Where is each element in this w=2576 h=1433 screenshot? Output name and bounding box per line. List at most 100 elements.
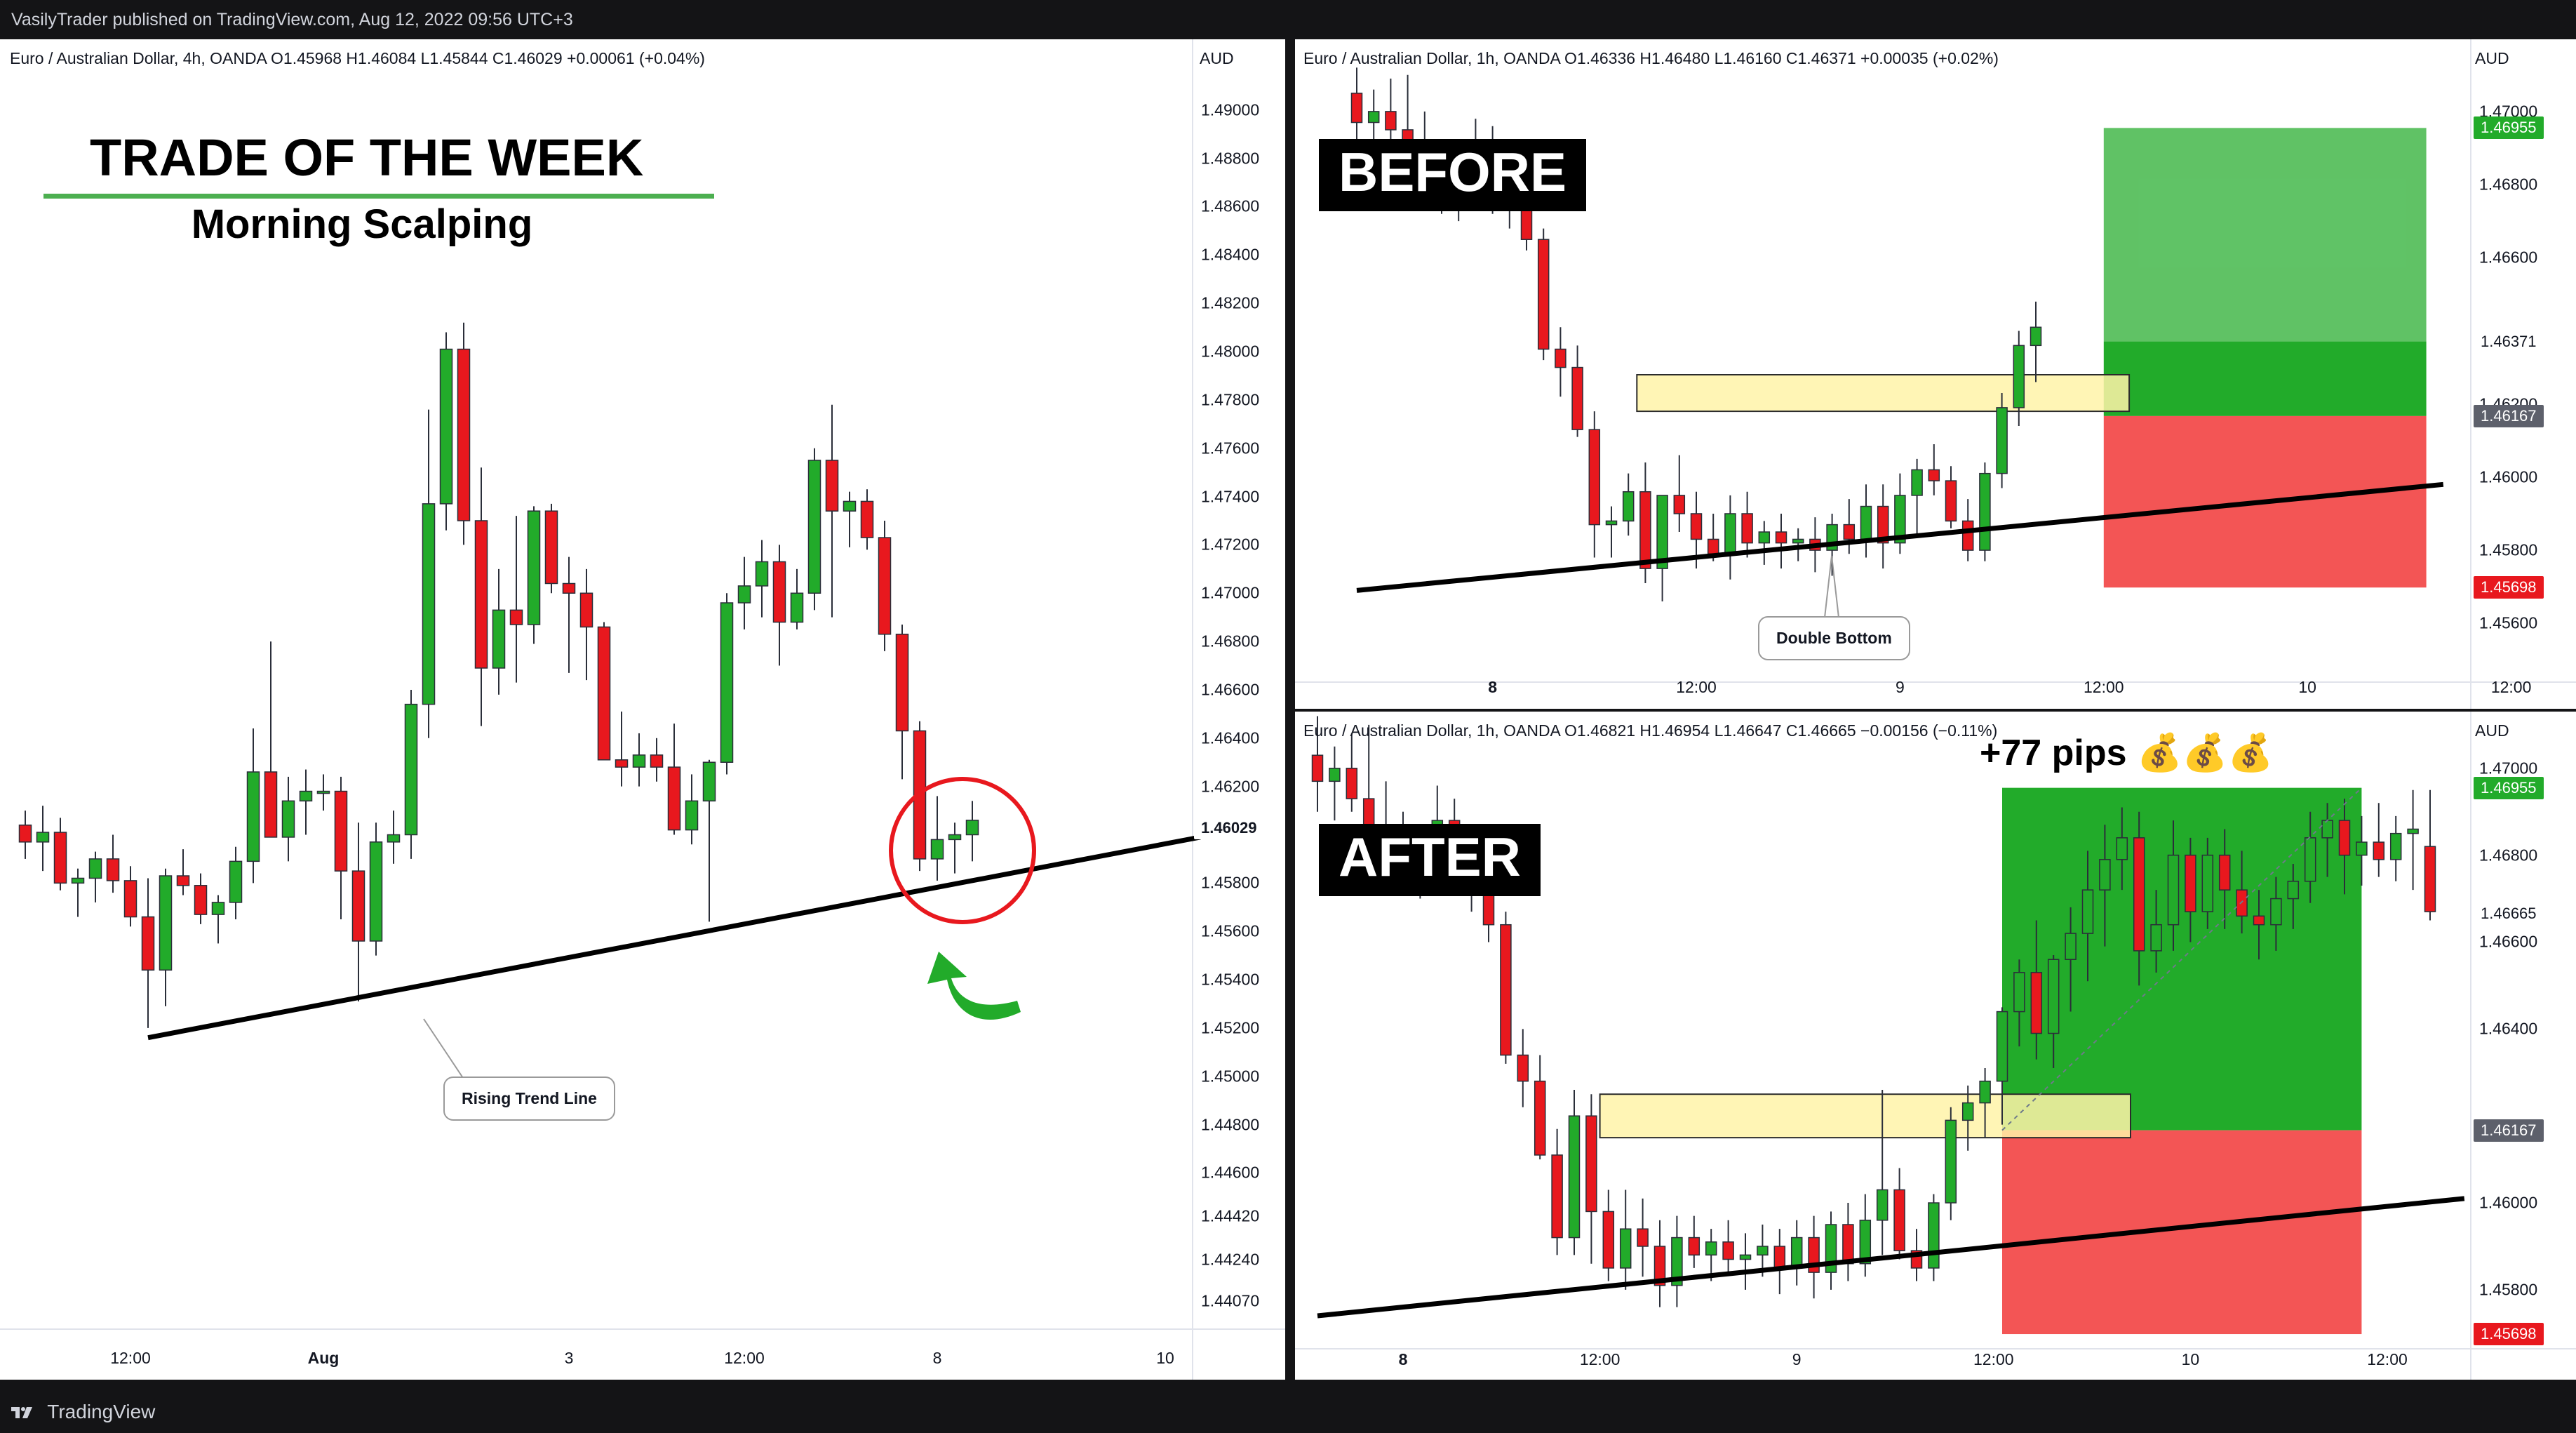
y-tick-label: 1.47600	[1201, 439, 1260, 458]
chart-legend: Euro / Australian Dollar, 1h, OANDA O1.4…	[1303, 49, 1999, 67]
candle-bullish	[492, 609, 506, 669]
support-zone	[1599, 1093, 2132, 1139]
double-bottom-callout: Double Bottom	[1758, 616, 1910, 660]
price-label: 1.46167	[2474, 404, 2544, 427]
candle-bearish	[1555, 348, 1567, 368]
candle-bearish	[176, 875, 190, 886]
price-label: 1.46371	[2474, 330, 2544, 353]
candle-bullish	[2407, 828, 2419, 834]
candle-bullish	[1739, 1254, 1752, 1260]
candle-bearish	[1500, 924, 1512, 1056]
candle-bullish	[790, 592, 804, 623]
x-tick-label: 8	[1398, 1350, 1408, 1368]
chart-panel-after[interactable]: Euro / Australian Dollar, 1h, OANDA O1.4…	[1295, 712, 2576, 1380]
trade-subtitle: Morning Scalping	[191, 201, 533, 247]
candle-bullish	[685, 800, 699, 831]
candle-bullish	[1792, 538, 1804, 544]
candle-bearish	[667, 766, 681, 831]
chart-plot-4h[interactable]	[0, 39, 1285, 1380]
candle-bearish	[1637, 1228, 1649, 1247]
y-tick-label: 1.45800	[1201, 873, 1260, 892]
currency-label: AUD	[2475, 49, 2509, 67]
candle-bullish	[1367, 111, 1380, 124]
candle-bearish	[895, 634, 909, 732]
candle-bearish	[1707, 538, 1719, 555]
y-tick-label: 1.45800	[2479, 540, 2538, 559]
candle-bearish	[544, 510, 558, 585]
candle-bullish	[930, 839, 944, 860]
candle-bearish	[2185, 854, 2196, 912]
price-label: 1.45698	[2474, 576, 2544, 599]
candle-bullish	[2013, 345, 2025, 408]
candle-bullish	[2030, 326, 2042, 347]
candle-bullish	[2099, 859, 2111, 891]
price-label: 1.46167	[2474, 1119, 2544, 1142]
candle-bullish	[2304, 837, 2316, 882]
rising-trend-line	[147, 834, 1201, 1041]
y-tick-label: 1.46600	[2479, 932, 2538, 951]
x-tick-label: Aug	[307, 1349, 340, 1367]
candle-bullish	[159, 875, 173, 971]
candle-bearish	[1842, 1224, 1854, 1265]
candle-bearish	[1843, 524, 1856, 540]
chart-panel-4h[interactable]: Euro / Australian Dollar, 4h, OANDA O1.4…	[0, 39, 1285, 1380]
trendline-callout: Rising Trend Line	[443, 1077, 615, 1121]
candle-bullish	[1860, 505, 1872, 540]
x-tick-label: 10	[2298, 678, 2316, 696]
before-badge: BEFORE	[1319, 139, 1587, 211]
candle-bearish	[650, 754, 664, 768]
candle-bullish	[88, 858, 102, 879]
x-tick-label: 3	[564, 1349, 574, 1367]
y-tick-label: 1.48600	[1201, 196, 1260, 215]
y-tick-label: 1.46000	[2479, 467, 2538, 486]
candle-bullish	[1825, 1224, 1837, 1273]
candle-bearish	[2338, 820, 2351, 856]
candle-bearish	[860, 500, 874, 538]
candle-bearish	[579, 592, 593, 628]
candle-bearish	[1362, 798, 1375, 826]
callout-pointer	[1824, 555, 1839, 618]
candle-bearish	[597, 626, 611, 761]
candle-bearish	[562, 582, 576, 594]
chart-plot-after[interactable]	[1295, 712, 2576, 1380]
candle-bullish	[702, 761, 716, 802]
y-tick-label: 1.49000	[1201, 100, 1260, 119]
candle-bearish	[18, 824, 32, 843]
candle-bearish	[1673, 495, 1686, 514]
candle-bullish	[2270, 898, 2282, 926]
x-tick-label: 9	[1895, 678, 1905, 696]
y-tick-label: 1.48000	[1201, 342, 1260, 361]
candle-bearish	[2218, 854, 2231, 891]
candle-bullish	[1945, 1119, 1957, 1204]
support-zone	[1636, 374, 2131, 413]
candle-bullish	[2065, 933, 2077, 960]
candle-bearish	[1571, 366, 1583, 430]
x-tick-label: 8	[1488, 678, 1497, 696]
y-tick-label: 1.47000	[1201, 583, 1260, 602]
candle-bearish	[615, 759, 629, 768]
candle-bullish	[2047, 959, 2060, 1034]
currency-label: AUD	[1200, 49, 1234, 67]
chart-plot-before[interactable]	[1295, 39, 2576, 709]
candle-bearish	[1877, 505, 1889, 544]
price-label: 1.46955	[2474, 776, 2544, 799]
candle-bearish	[772, 561, 786, 623]
chart-panel-before[interactable]: Euro / Australian Dollar, 1h, OANDA O1.4…	[1295, 39, 2576, 709]
candle-bearish	[457, 348, 471, 521]
candle-bullish	[71, 877, 85, 884]
candle-bearish	[1773, 1246, 1786, 1269]
x-tick-label: 12:00	[2490, 678, 2532, 696]
currency-label: AUD	[2475, 721, 2509, 740]
candle-bearish	[1585, 1115, 1597, 1213]
candle-bearish	[106, 858, 120, 881]
candle-bearish	[1722, 1241, 1734, 1260]
x-tick-label: 12:00	[110, 1349, 151, 1367]
candle-bullish	[1671, 1237, 1683, 1286]
y-tick-label: 1.48400	[1201, 245, 1260, 264]
y-tick-label: 1.44600	[1201, 1163, 1260, 1182]
x-tick-label: 9	[1792, 1350, 1802, 1368]
candle-bearish	[1534, 1080, 1546, 1156]
y-tick-label: 1.44800	[1201, 1115, 1260, 1134]
candle-bullish	[369, 841, 383, 942]
current-price-label: 1.46029	[1194, 816, 1264, 839]
